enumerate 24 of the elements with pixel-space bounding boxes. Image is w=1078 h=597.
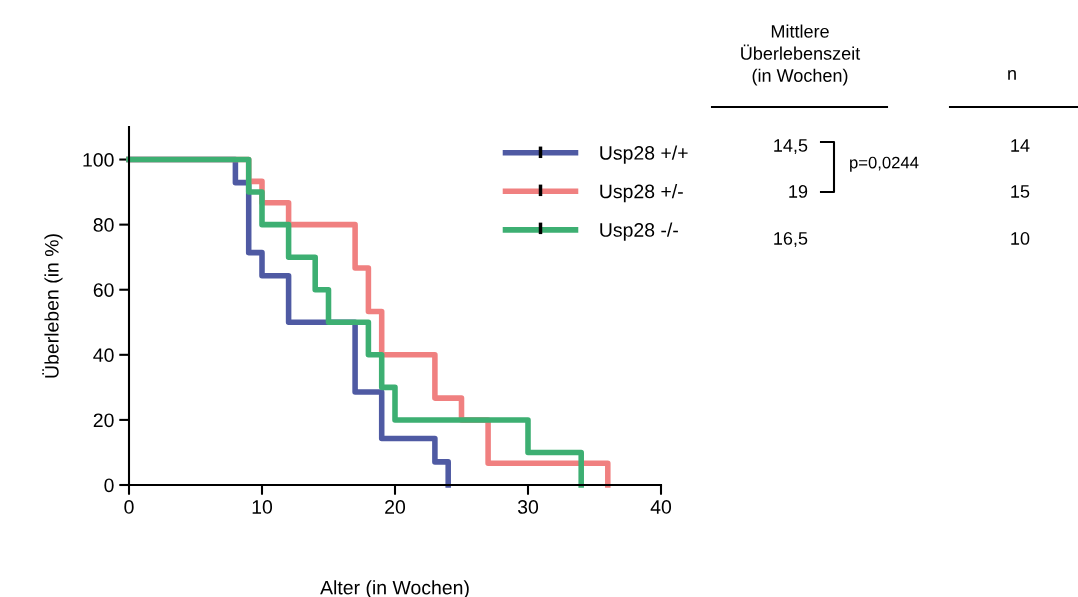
text: p=0,0244 — [850, 156, 919, 172]
legend-label: Usp28 +/+ — [600, 145, 688, 164]
text: Mittlere Überlebenszeit (in Wochen) — [741, 24, 861, 86]
x-tick-label: 0 — [124, 500, 134, 514]
x-tick-label: 40 — [650, 500, 672, 514]
x-tick-label: 30 — [517, 500, 539, 514]
x-tick-label: 20 — [385, 500, 406, 514]
y-tick-label: 40 — [93, 348, 114, 363]
y-tick-label: 60 — [93, 283, 114, 297]
x-tick-label: 10 — [252, 500, 273, 514]
text: 10 — [1011, 232, 1030, 245]
text: 19 — [789, 185, 808, 198]
legend-label: Usp28 -/- — [600, 222, 678, 241]
y-tick-label: 100 — [83, 153, 114, 167]
text: 16,5 — [774, 232, 808, 247]
text: 14,5 — [774, 139, 808, 154]
y-tick-label: 20 — [93, 413, 114, 428]
y-tick-label: 0 — [104, 478, 114, 493]
text: 15 — [1011, 185, 1030, 198]
y-axis-title: Überleben (in %) — [42, 234, 63, 378]
text: 14 — [1011, 139, 1030, 152]
text: n — [1008, 69, 1016, 80]
legend-label: Usp28 +/- — [600, 184, 683, 203]
y-tick-label: 80 — [93, 218, 114, 232]
